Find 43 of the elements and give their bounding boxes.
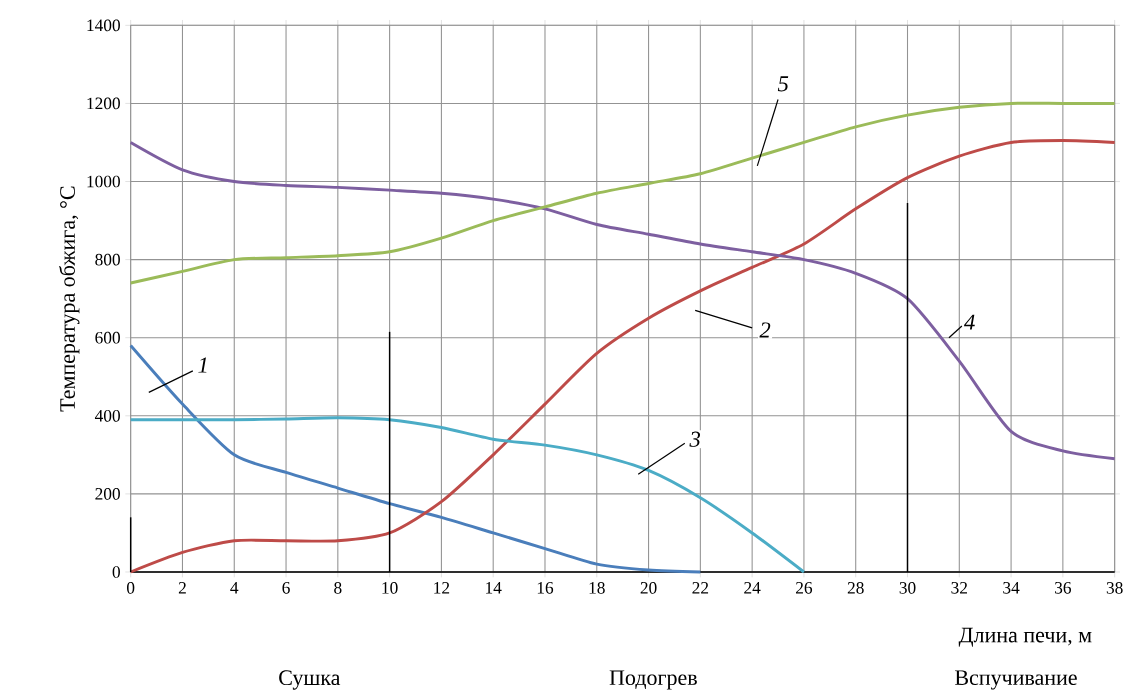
line-series	[129, 344, 702, 574]
y-tick-label: 200	[95, 488, 120, 500]
x-tick-label: 6	[282, 582, 290, 594]
x-tick-label: 18	[589, 582, 605, 594]
x-tick-label: 12	[434, 582, 450, 594]
y-tick-label: 800	[95, 253, 120, 266]
y-tick-label: 1400	[87, 19, 120, 32]
x-tick-label: 8	[334, 582, 342, 594]
x-tick-label: 36	[1055, 582, 1072, 594]
y-tick-label: 600	[95, 331, 120, 344]
x-tick-label: 32	[951, 582, 968, 594]
series-label: 3	[689, 431, 701, 447]
y-tick-label: 0	[112, 566, 120, 578]
x-tick-label: 4	[230, 582, 239, 594]
x-tick-label: 34	[1003, 582, 1020, 594]
text: Подогрев	[609, 670, 697, 690]
x-tick-label: 26	[796, 582, 813, 594]
x-tick-label: 16	[537, 582, 554, 594]
x-tick-label: 14	[486, 582, 502, 594]
x-axis-title: Длина печи, м	[958, 627, 1092, 647]
text: Сушка	[279, 670, 341, 690]
line-series	[129, 416, 806, 574]
text: 2	[759, 322, 771, 338]
x-tick-label: 30	[899, 582, 916, 594]
x-tick-label: 0	[127, 582, 135, 594]
line-series	[129, 141, 1117, 461]
text: 5	[777, 76, 789, 92]
series-label: 1	[198, 357, 207, 373]
text: Вспучивание	[955, 670, 1077, 690]
series-label: 4	[964, 314, 975, 330]
x-tick-label: 2	[178, 582, 186, 594]
x-tick-label: 22	[692, 582, 709, 594]
x-tick-label: 38	[1106, 582, 1123, 594]
x-tick-label: 20	[640, 582, 657, 594]
y-tick-label: 400	[94, 409, 120, 422]
line-series	[129, 139, 1117, 574]
y-tick-label: 1200	[87, 97, 120, 110]
x-tick-label: 10	[382, 582, 398, 594]
x-tick-label: 28	[847, 582, 864, 594]
y-tick-label: 1000	[87, 175, 120, 188]
y-axis-title: Температура обжига, °C	[58, 186, 80, 412]
x-tick-label: 24	[744, 582, 761, 594]
line-series	[129, 101, 1117, 285]
